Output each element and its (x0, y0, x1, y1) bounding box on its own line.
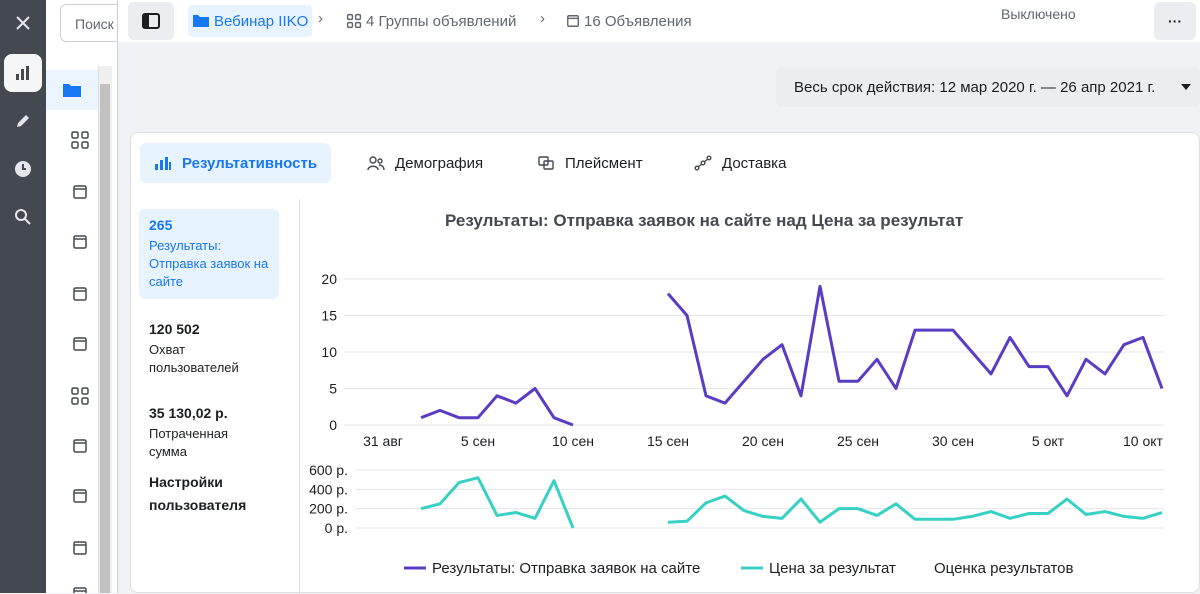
insights-card: Результативность Демография Плейсмент До… (130, 132, 1200, 594)
sidebar-toggle-button[interactable] (128, 2, 174, 40)
legend-rating: Оценка результатов (934, 560, 1074, 577)
user-settings-link[interactable]: Настройки пользователя (149, 474, 247, 513)
x-tick-label: 31 авг (363, 433, 403, 449)
inspect-icon[interactable] (4, 198, 42, 236)
tab-label: Плейсмент (565, 154, 643, 172)
folder-icon (193, 15, 209, 27)
chevron-right-icon: › (318, 10, 323, 27)
tab-demographics[interactable]: Демография (353, 143, 497, 183)
performance-chart: 20 15 10 5 0 31 авг 5 сен 10 сен 15 сен 20 сен 25 … (309, 271, 1164, 583)
x-tick-label: 15 сен (647, 433, 689, 449)
campaign-name: Вебинар IIKO (214, 12, 309, 30)
search-placeholder: Поиск (75, 16, 114, 32)
delivery-icon (694, 155, 712, 171)
grid-icon[interactable] (56, 376, 104, 416)
legend-cost: Цена за результат (769, 560, 896, 577)
y-tick-label: 20 (321, 271, 337, 287)
status-label: Выключено (1001, 6, 1076, 22)
sidebar-icon (142, 13, 160, 29)
cost-series-line (667, 494, 1163, 524)
metric-results[interactable]: 265 Результаты: Отправка заявок на сайте (139, 209, 279, 299)
metric-label: Потраченная сумма (149, 426, 229, 459)
ad-icon[interactable] (56, 528, 104, 568)
y-tick-label: 10 (321, 344, 337, 360)
y-tick-label: 0 (329, 417, 337, 433)
y-tick-label: 200 р. (309, 501, 348, 517)
tab-delivery[interactable]: Доставка (680, 143, 800, 183)
metric-spend[interactable]: 35 130,02 р. Потраченная сумма (139, 397, 279, 469)
metric-value: 265 (149, 217, 173, 233)
date-range-button[interactable]: Весь срок действия: 12 мар 2020 г. — 26 … (776, 67, 1200, 107)
clock-icon[interactable] (4, 150, 42, 188)
y-tick-label: 400 р. (309, 481, 348, 497)
tab-label: Результативность (182, 154, 318, 172)
breadcrumb-adsets[interactable]: 4 Группы объявлений (346, 5, 516, 37)
grid-icon[interactable] (56, 120, 104, 160)
navigation-tree: Поиск (46, 0, 118, 593)
placement-icon (538, 156, 554, 170)
left-rail (0, 0, 46, 593)
metric-label: Результаты: Отправка заявок на сайте (149, 238, 269, 289)
x-tick-label: 25 сен (837, 433, 879, 449)
close-icon[interactable] (4, 4, 42, 42)
pencil-icon[interactable] (4, 102, 42, 140)
ad-icon (567, 15, 579, 27)
breadcrumb-ads[interactable]: 16 Объявления (566, 5, 692, 37)
x-tick-label: 5 сен (461, 433, 495, 449)
top-bar: Вебинар IIKO › 4 Группы объявлений › 16 … (118, 0, 1200, 42)
tab-label: Демография (395, 154, 484, 172)
ad-icon[interactable] (56, 476, 104, 516)
metric-value: 120 502 (149, 321, 200, 337)
bar-chart-icon[interactable] (4, 54, 42, 92)
y-tick-label: 5 (329, 381, 337, 397)
y-tick-label: 600 р. (309, 462, 348, 478)
breadcrumb-campaign[interactable]: Вебинар IIKO (188, 5, 313, 37)
x-tick-label: 5 окт (1032, 433, 1065, 449)
y-tick-label: 15 (321, 308, 337, 324)
ad-icon[interactable] (56, 426, 104, 466)
more-icon: ··· (1168, 13, 1182, 29)
x-tick-label: 10 окт (1123, 433, 1164, 449)
grid-icon (346, 13, 362, 29)
ad-icon[interactable] (56, 274, 104, 314)
caret-down-icon (1181, 84, 1191, 90)
scrollbar-thumb[interactable] (100, 84, 110, 593)
chevron-right-icon: › (540, 10, 545, 27)
metric-reach[interactable]: 120 502 Охват пользователей (139, 313, 279, 385)
x-tick-label: 10 сен (552, 433, 594, 449)
tab-performance[interactable]: Результативность (140, 143, 332, 183)
tab-label: Доставка (722, 154, 787, 172)
ad-icon[interactable] (56, 574, 104, 593)
y-tick-label: 0 р. (325, 520, 348, 536)
metric-value: 35 130,02 р. (149, 405, 228, 421)
adsets-label: 4 Группы объявлений (366, 12, 517, 30)
ads-label: 16 Объявления (584, 12, 692, 30)
results-series-line (420, 387, 574, 427)
divider (299, 199, 300, 594)
people-icon (367, 156, 385, 171)
search-input[interactable]: Поиск (60, 4, 117, 42)
ad-icon[interactable] (56, 222, 104, 262)
tab-placement[interactable]: Плейсмент (523, 143, 657, 183)
chart-title: Результаты: Отправка заявок на сайте над… (445, 211, 964, 230)
legend-rating-value: 0,08% (934, 582, 968, 583)
ad-icon[interactable] (56, 324, 104, 364)
x-tick-label: 30 сен (932, 433, 974, 449)
metric-label: Охват пользователей (149, 342, 239, 375)
results-series-line (666, 284, 1164, 405)
more-button[interactable]: ··· (1154, 2, 1196, 40)
x-tick-label: 20 сен (742, 433, 784, 449)
cost-series-line (420, 476, 575, 529)
legend-results: Результаты: Отправка заявок на сайте (432, 560, 700, 577)
bar-chart-icon (155, 157, 171, 170)
folder-icon[interactable] (46, 70, 98, 110)
date-range-label: Весь срок действия: 12 мар 2020 г. — 26 … (794, 78, 1156, 96)
ad-icon[interactable] (56, 172, 104, 212)
